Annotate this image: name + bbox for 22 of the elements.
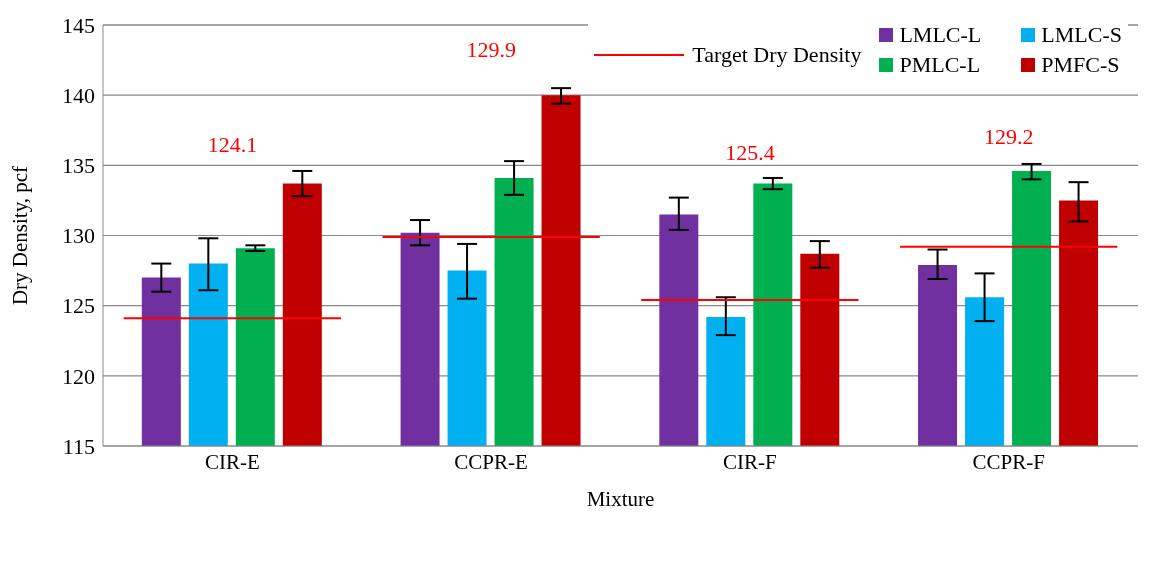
x-tick-label: CIR-F (723, 449, 777, 474)
ref-line-label: 124.1 (207, 131, 258, 157)
y-tick-label: 135 (62, 153, 95, 179)
y-axis-title: Dry Density, pcf (8, 165, 33, 306)
x-tick-label: CCPR-E (454, 449, 528, 474)
y-tick-label: 140 (62, 82, 95, 108)
annotation: Target Dry Density (692, 42, 862, 68)
y-tick-label: 145 (62, 12, 95, 38)
ref-line-label: 129.9 (466, 37, 516, 63)
ref-line-label: 129.2 (983, 123, 1034, 149)
y-tick-label: 125 (62, 293, 95, 319)
y-tick-label: 130 (62, 223, 95, 249)
legend-label: PMFC-S (1041, 52, 1120, 78)
legend-label: LMLC-L (899, 22, 982, 48)
legend-label: PMLC-L (899, 52, 981, 78)
x-tick-label: CIR-E (204, 449, 260, 474)
y-tick-label: 120 (62, 363, 95, 389)
legend-label: LMLC-S (1041, 22, 1122, 48)
x-tick-label: CCPR-F (972, 449, 1045, 474)
x-axis-title: Mixture (586, 487, 655, 511)
y-tick-label: 115 (62, 433, 95, 459)
ref-line-label: 125.4 (725, 139, 775, 165)
